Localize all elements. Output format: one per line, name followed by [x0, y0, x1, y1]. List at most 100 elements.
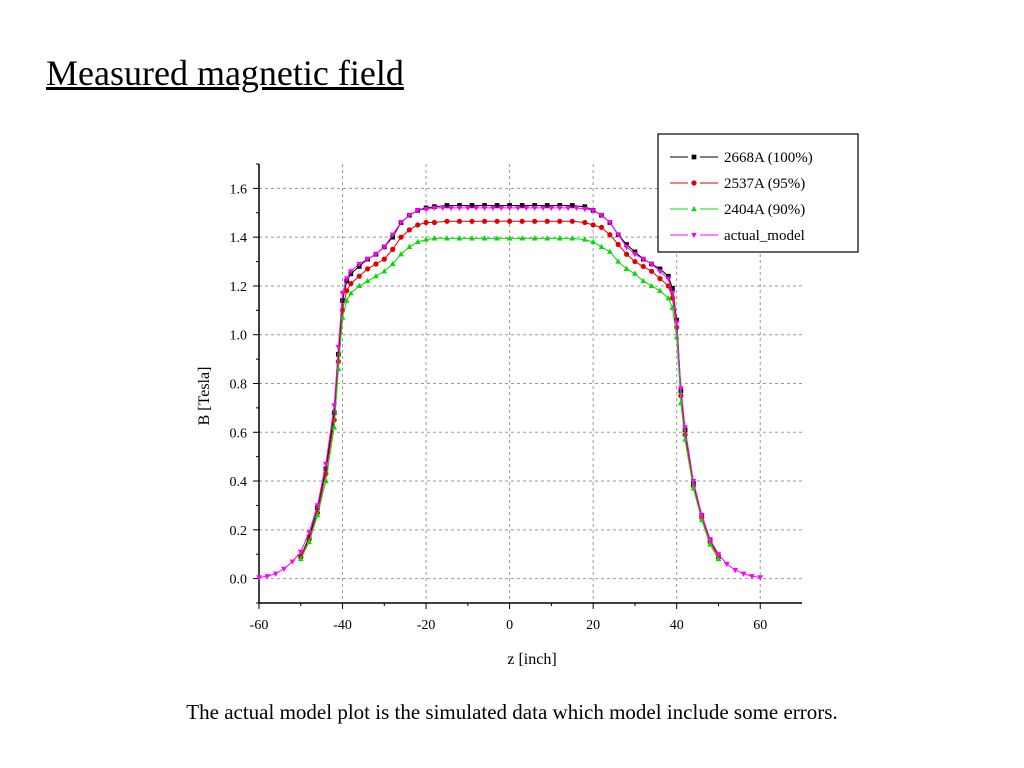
data-point [507, 203, 512, 208]
data-point [423, 236, 429, 242]
data-point [657, 276, 663, 282]
data-point [481, 218, 488, 224]
y-tick-label: 1.6 [230, 182, 248, 197]
data-point [573, 205, 580, 212]
data-point [256, 575, 262, 581]
data-point [373, 273, 379, 279]
data-point [623, 251, 630, 257]
data-point [582, 204, 588, 210]
data-point [669, 304, 676, 310]
y-tick-label: 0.2 [230, 524, 248, 539]
data-point [494, 218, 500, 224]
data-point [757, 575, 764, 581]
data-point [398, 220, 404, 226]
data-point [544, 203, 550, 208]
data-point [331, 424, 338, 430]
data-point [348, 290, 354, 296]
data-point [473, 205, 480, 212]
data-point [469, 218, 475, 224]
legend: 2668A (100%) 2537A (95%) 2404A (90%) actual… [657, 133, 859, 253]
data-point [348, 280, 354, 287]
data-point [289, 559, 296, 565]
data-point [494, 235, 500, 241]
data-point [464, 205, 471, 212]
data-point [707, 537, 713, 543]
x-tick-label: 40 [670, 618, 684, 633]
y-tick-label: 1.0 [230, 329, 248, 344]
data-point [364, 257, 371, 263]
data-point [607, 232, 613, 238]
data-point [732, 567, 739, 574]
data-point [565, 205, 571, 212]
data-point [691, 180, 697, 186]
data-point [632, 258, 638, 265]
data-point [669, 291, 676, 297]
legend-item: 2404A (90%) [670, 202, 805, 218]
data-point [406, 243, 413, 250]
series-group [256, 203, 764, 581]
data-point [682, 436, 688, 442]
data-point [414, 208, 421, 214]
y-tick-label: 0.4 [230, 475, 248, 490]
data-point [640, 263, 646, 270]
data-point [457, 203, 462, 208]
data-point [581, 236, 588, 242]
legend-label: 2537A (95%) [724, 176, 805, 192]
data-point [740, 571, 747, 577]
data-point [322, 461, 329, 468]
series-3 [256, 205, 764, 581]
data-point [673, 320, 680, 326]
slide-caption: The actual model plot is the simulated d… [186, 700, 838, 724]
data-point [690, 478, 697, 485]
data-point [615, 241, 621, 248]
data-point [456, 235, 463, 241]
data-point [469, 203, 475, 208]
data-point [364, 277, 371, 284]
data-point [456, 205, 463, 212]
x-tick-label: -40 [333, 618, 352, 633]
legend-item: 2537A (95%) [670, 176, 805, 192]
data-point [439, 205, 446, 212]
data-point [423, 219, 429, 226]
data-point [297, 549, 304, 555]
y-tick-label: 1.4 [230, 231, 248, 246]
data-point [314, 503, 321, 509]
series-2 [297, 235, 722, 562]
data-point [715, 552, 722, 558]
y-axis-label: B [Tesla] [196, 367, 213, 426]
data-point [323, 466, 329, 472]
data-point [678, 386, 684, 392]
data-point [657, 269, 663, 275]
data-point [590, 222, 596, 228]
data-point [557, 203, 563, 208]
data-point [356, 273, 362, 279]
data-point [490, 205, 496, 212]
data-point [331, 403, 338, 409]
data-point [297, 555, 304, 562]
data-point [640, 277, 647, 284]
data-point [598, 243, 605, 250]
data-point [581, 207, 588, 213]
data-point [615, 258, 622, 264]
data-point [281, 566, 287, 572]
data-point [507, 218, 513, 224]
y-tick-label: 0.0 [230, 573, 248, 588]
data-point [657, 266, 663, 272]
data-point [365, 266, 371, 272]
data-point [339, 291, 346, 297]
data-point [531, 205, 538, 212]
data-point [431, 219, 438, 226]
data-point [373, 252, 379, 258]
data-point [389, 260, 396, 267]
data-point [343, 297, 350, 303]
data-point [264, 574, 271, 580]
data-point [657, 287, 663, 293]
data-point [398, 234, 404, 240]
data-point [444, 235, 450, 241]
data-point [544, 235, 551, 241]
x-axis-label: z [inch] [507, 651, 556, 668]
data-point [381, 244, 388, 251]
data-point [398, 251, 404, 257]
data-point [569, 235, 576, 241]
